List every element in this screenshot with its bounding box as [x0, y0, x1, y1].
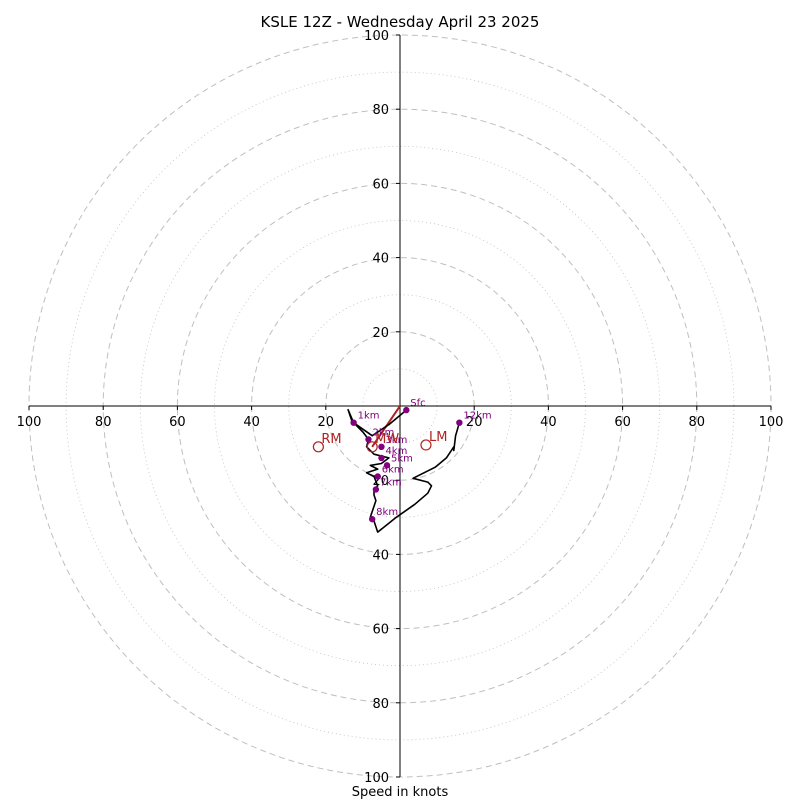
storm-motion-rm [312, 441, 324, 453]
y-tick-label: 80 [372, 103, 389, 118]
x-tick-label: 20 [318, 415, 335, 430]
height-marker-2km [365, 436, 372, 443]
height-label-Sfc: Sfc [410, 398, 425, 409]
y-tick-label: 60 [372, 623, 389, 638]
height-label-12km: 12km [463, 411, 491, 422]
height-marker-7km [372, 486, 380, 493]
storm-motion-lm [420, 439, 432, 451]
x-tick-label: 80 [95, 415, 112, 430]
height-marker-3km [378, 443, 385, 451]
height-label-1km: 1km [358, 411, 380, 422]
y-tick-label: 40 [372, 548, 389, 563]
storm-motions: RM LM MW [312, 430, 447, 453]
x-tick-label: 80 [689, 415, 706, 430]
y-tick-label: 100 [364, 771, 389, 786]
height-marker-12km [456, 419, 463, 426]
y-tick-label: 100 [364, 29, 389, 44]
height-marker-Sfc [403, 406, 410, 414]
height-label-7km: 7km [380, 477, 402, 488]
x-tick-label: 40 [540, 415, 557, 430]
height-label-2km: 2km [372, 427, 394, 438]
height-label-5km: 5km [391, 453, 413, 464]
x-tick-label: 20 [466, 415, 483, 430]
y-tick-label: 40 [372, 252, 389, 267]
y-tick-label: 80 [372, 697, 389, 712]
height-label-4km: 4km [385, 446, 407, 457]
x-tick-label: 100 [759, 415, 784, 430]
height-marker-5km [383, 462, 391, 469]
x-axis-label: Speed in knots [352, 785, 449, 800]
x-tick-label: 100 [17, 415, 42, 430]
height-label-8km: 8km [376, 507, 398, 518]
storm-label-mw: MW [375, 432, 399, 447]
y-tick-label: 60 [372, 177, 389, 192]
x-tick-label: 60 [614, 415, 631, 430]
height-marker-4km [378, 454, 385, 462]
chart-title: KSLE 12Z - Wednesday April 23 2025 [261, 13, 540, 31]
x-tick-label: 60 [169, 415, 186, 430]
x-tick-label: 40 [243, 415, 260, 430]
height-marker-6km [374, 473, 381, 480]
storm-label-lm: LM [429, 430, 447, 445]
y-tick-label: 20 [372, 326, 389, 341]
storm-motion-mw [366, 441, 378, 453]
height-label-3km: 3km [385, 435, 407, 446]
storm-label-rm: RM [321, 432, 341, 447]
height-marker-8km [368, 515, 376, 523]
height-marker-1km [350, 419, 357, 426]
height-label-6km: 6km [382, 464, 404, 475]
